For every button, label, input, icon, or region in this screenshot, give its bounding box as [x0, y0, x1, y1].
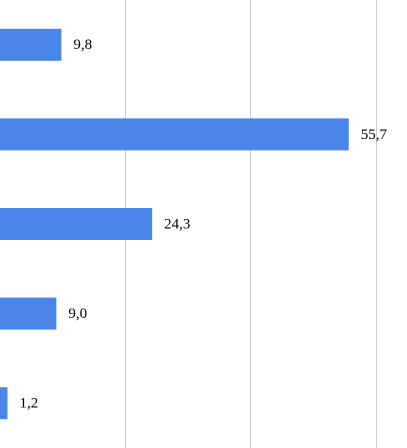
value-label: 1,2: [20, 396, 39, 412]
value-label: 55,7: [361, 127, 388, 143]
bar: [0, 387, 8, 420]
bar: [0, 28, 62, 61]
value-label: 24,3: [164, 216, 190, 232]
value-label: 9,0: [68, 306, 87, 322]
bar: [0, 208, 153, 240]
bar: [0, 118, 349, 151]
value-label: 9,8: [73, 37, 92, 53]
bar: [0, 297, 57, 330]
